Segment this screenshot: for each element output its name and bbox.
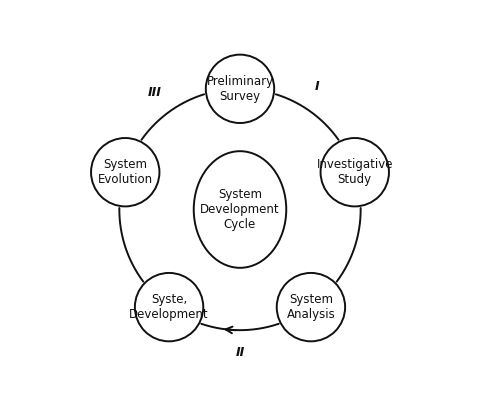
Text: Preliminary
Survey: Preliminary Survey bbox=[206, 75, 274, 103]
Text: Syste,
Development: Syste, Development bbox=[129, 293, 209, 321]
Text: I: I bbox=[314, 80, 319, 93]
Circle shape bbox=[277, 273, 345, 341]
Text: II: II bbox=[235, 346, 245, 359]
Circle shape bbox=[91, 138, 159, 207]
Circle shape bbox=[206, 54, 274, 123]
Ellipse shape bbox=[194, 151, 286, 268]
Text: Investigative
Study: Investigative Study bbox=[316, 158, 393, 186]
Circle shape bbox=[135, 273, 203, 341]
Text: System
Analysis: System Analysis bbox=[287, 293, 336, 321]
Text: System
Evolution: System Evolution bbox=[97, 158, 153, 186]
Circle shape bbox=[321, 138, 389, 207]
Text: System
Development
Cycle: System Development Cycle bbox=[200, 188, 280, 231]
Text: III: III bbox=[148, 86, 162, 99]
